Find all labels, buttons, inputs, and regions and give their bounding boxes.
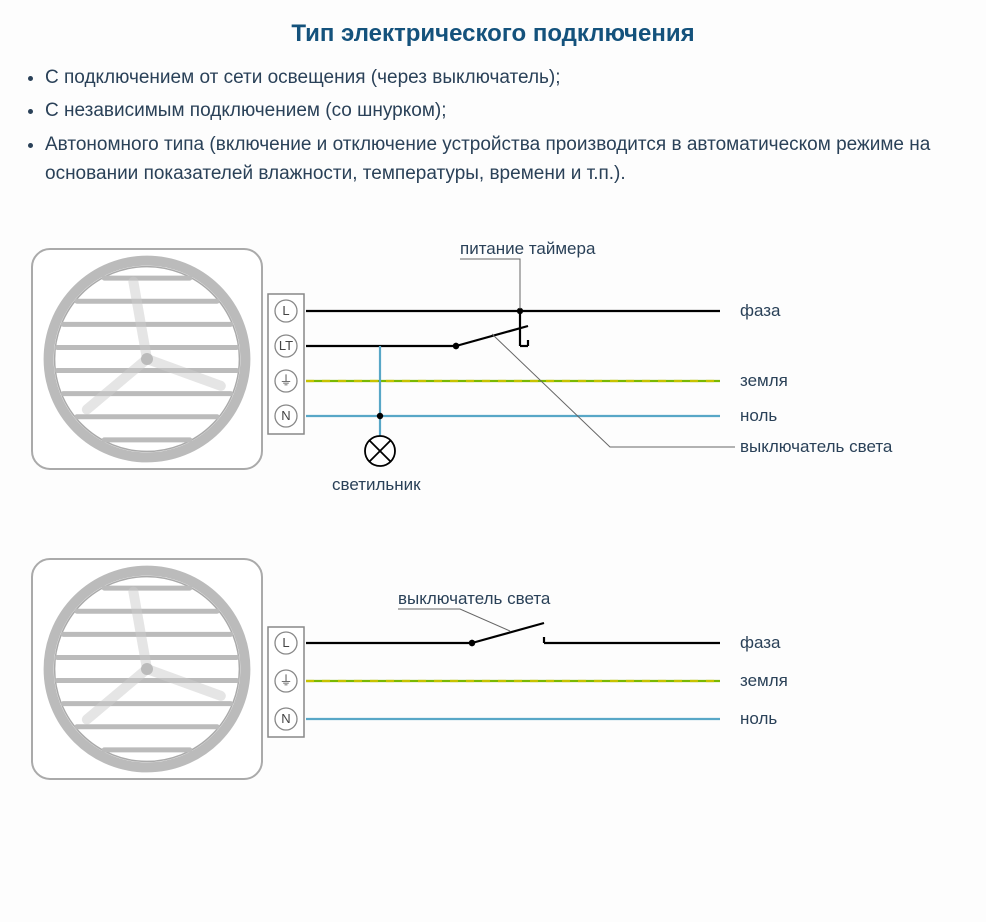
bullet-1: С подключением от сети освещения (через … (45, 63, 966, 92)
label-neutral: ноль (740, 406, 777, 426)
label-phase: фаза (740, 633, 781, 653)
label-switch: выключатель света (740, 437, 892, 457)
label-earth: земля (740, 371, 788, 391)
label-neutral: ноль (740, 709, 777, 729)
wiring-diagram-2: L⏚Nвыключатель светафазаземляноль (20, 539, 960, 789)
label-switch: выключатель света (398, 589, 550, 609)
label-earth: земля (740, 671, 788, 691)
bullet-2: С независимым подключением (со шнурком); (45, 96, 966, 125)
wiring-diagram-1: LLT⏚Nпитание таймерафазаземлянольвыключа… (20, 219, 960, 499)
label-phase: фаза (740, 301, 781, 321)
label-lamp: светильник (332, 475, 421, 495)
label-timer_power: питание таймера (460, 239, 595, 259)
bullet-list: С подключением от сети освещения (через … (25, 63, 966, 189)
bullet-3: Автономного типа (включение и отключение… (45, 130, 966, 189)
page-title: Тип электрического подключения (20, 20, 966, 48)
